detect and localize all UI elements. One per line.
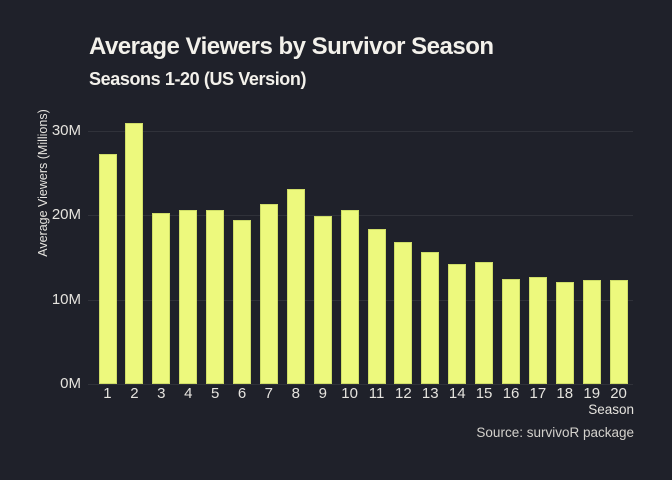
x-tick-label: 18 xyxy=(556,385,574,402)
y-tick-label: 20M xyxy=(51,206,81,224)
bar-season-14 xyxy=(448,264,467,384)
bar-season-9 xyxy=(313,216,332,384)
x-tick-label: 16 xyxy=(502,385,520,402)
x-tick-label: 2 xyxy=(130,385,139,402)
x-tick-label: 17 xyxy=(529,385,547,402)
x-tick-label: 5 xyxy=(210,385,220,402)
bar-season-18 xyxy=(555,282,574,384)
bar-season-11 xyxy=(367,228,386,384)
bar-season-3 xyxy=(152,212,171,384)
x-tick-label: 11 xyxy=(368,385,385,402)
bar-season-16 xyxy=(502,278,520,384)
x-tick-label: 20 xyxy=(610,385,627,402)
bar-season-1 xyxy=(98,153,117,384)
x-tick-label: 19 xyxy=(583,385,601,402)
x-tick-label: 4 xyxy=(184,385,193,402)
bar-season-19 xyxy=(582,280,601,384)
bar-season-7 xyxy=(259,203,278,384)
x-tick-label: 1 xyxy=(103,385,112,402)
x-tick-label: 10 xyxy=(341,385,358,402)
x-tick-label: 14 xyxy=(448,385,466,402)
gridline-10M xyxy=(88,299,633,301)
bar-season-10 xyxy=(340,210,359,384)
bar-season-5 xyxy=(206,210,225,384)
y-axis-title: Average Viewers (Millions) xyxy=(36,109,50,257)
y-tick-label: 0M xyxy=(60,375,81,392)
bar-season-17 xyxy=(528,276,547,384)
gridline-0M xyxy=(88,384,633,385)
chart-subtitle: Seasons 1-20 (US Version) xyxy=(89,69,307,89)
chart-title: Average Viewers by Survivor Season xyxy=(89,33,494,60)
y-tick-label: 30M xyxy=(51,122,81,140)
bar-season-20 xyxy=(609,279,628,384)
x-tick-label: 13 xyxy=(421,385,439,402)
y-tick-label: 10M xyxy=(51,290,81,308)
bar-season-4 xyxy=(179,210,198,384)
x-tick-label: 8 xyxy=(291,385,300,402)
gridline-30M xyxy=(88,131,633,133)
x-tick-label: 6 xyxy=(237,385,247,402)
x-tick-label: 3 xyxy=(157,385,166,402)
bar-season-12 xyxy=(394,242,413,384)
x-tick-label: 15 xyxy=(475,385,493,402)
bar-season-15 xyxy=(475,261,494,384)
bar-season-2 xyxy=(125,122,144,384)
gridline-20M xyxy=(88,215,633,217)
bar-season-8 xyxy=(286,189,305,384)
x-tick-label: 9 xyxy=(318,385,327,402)
x-axis-title: Season xyxy=(588,402,634,417)
chart-caption: Source: survivoR package xyxy=(476,425,634,440)
bar-season-6 xyxy=(233,219,251,384)
x-tick-label: 12 xyxy=(394,385,412,402)
bar-season-13 xyxy=(421,251,440,384)
x-tick-label: 7 xyxy=(264,385,273,402)
